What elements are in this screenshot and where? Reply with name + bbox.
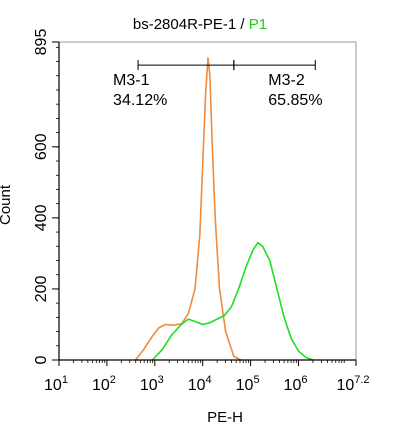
x-tick-label: 105 (236, 374, 260, 394)
y-tick-label: 600 (33, 133, 50, 160)
title-text: bs-2804R-PE-1 / (132, 16, 245, 33)
x-tick-label: 101 (44, 374, 68, 394)
y-axis-label: Count (0, 184, 14, 225)
y-tick-label: 895 (33, 29, 50, 56)
x-tick-label: 103 (140, 374, 164, 394)
x-tick-label: 107.2 (336, 374, 369, 394)
sample-histogram-line (151, 241, 314, 361)
x-tick-label: 102 (92, 374, 116, 394)
y-tick-label: 200 (33, 275, 50, 302)
x-tick-label: 104 (188, 374, 212, 394)
gate-percent: 34.12% (113, 92, 167, 109)
gate-name: M3-1 (113, 72, 150, 89)
y-tick-label: 400 (33, 204, 50, 231)
y-tick-label: 0 (33, 355, 50, 364)
title-highlight: P1 (248, 16, 268, 33)
plot-frame (58, 41, 357, 361)
control-histogram-line (134, 57, 242, 361)
x-axis-label: PE-H (207, 409, 243, 426)
gate-name: M3-2 (268, 72, 305, 89)
x-tick-label: 106 (284, 374, 308, 394)
chart-title: bs-2804R-PE-1 / P1 (0, 16, 400, 33)
gate-percent: 65.85% (268, 92, 322, 109)
